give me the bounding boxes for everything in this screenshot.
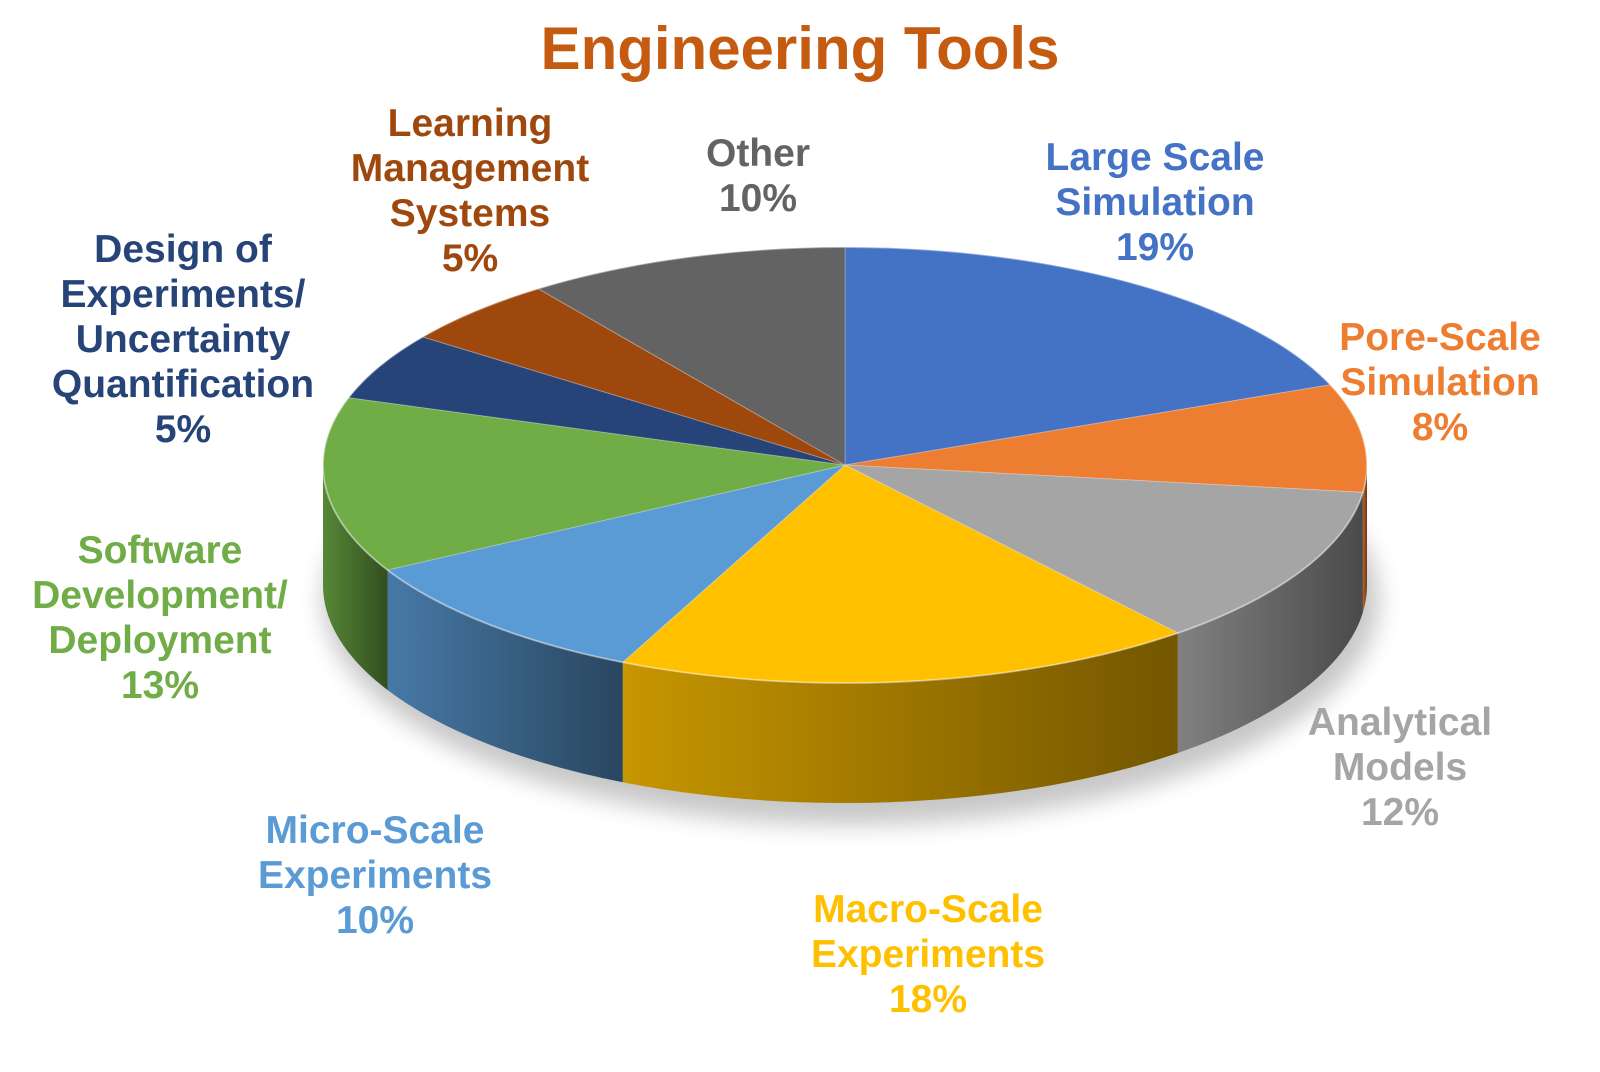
slice-label-software-development-deployment: Software Development/Deployment 13%	[32, 529, 288, 707]
slice-name-line: Uncertainty	[76, 318, 291, 361]
pie-wall-software-development-deployment	[323, 465, 388, 691]
slice-label-micro-scale-experiments: Micro-Scale Experiments 10%	[258, 809, 492, 942]
slice-name-line: Design of	[94, 228, 273, 271]
slice-value-label: 13%	[121, 664, 199, 707]
slice-name-line: Quantification	[52, 363, 314, 406]
pie-slice-micro-scale-experiments	[386, 464, 846, 663]
chart-title: Engineering Tools	[540, 15, 1060, 82]
slice-name-line: Simulation	[1340, 361, 1539, 404]
slice-label-other: Other 10%	[706, 132, 810, 220]
slice-value-label: 5%	[155, 408, 211, 451]
pie-wall-pore-scale-simulation	[1362, 465, 1367, 613]
slice-name-line: Experiments	[811, 933, 1045, 976]
slice-name-line: Experiments/	[61, 273, 306, 316]
slice-name-line: Simulation	[1055, 181, 1254, 224]
slice-label-design-of-experiments-uncertainty-quantification: Design of Experiments/Uncertainty Quantifi…	[52, 228, 314, 451]
slice-label-analytical-models: Analytical Models 12%	[1308, 701, 1492, 834]
slice-name-line: Large Scale	[1046, 136, 1265, 179]
pie-slice-analytical-models	[844, 464, 1364, 634]
pie-slice-pore-scale-simulation	[844, 384, 1368, 493]
slice-value-label: 18%	[889, 978, 967, 1021]
slice-name-line: Development/	[32, 574, 288, 617]
slice-name-line: Systems	[390, 192, 550, 235]
slice-name-line: Other	[706, 132, 810, 175]
pie-slice-macro-scale-experiments	[621, 464, 1180, 684]
slice-name-line: Pore-Scale	[1339, 316, 1541, 359]
slice-label-macro-scale-experiments: Macro-Scale Experiments 18%	[811, 888, 1045, 1021]
slice-name-line: Macro-Scale	[813, 888, 1043, 931]
slice-name-line: Learning	[388, 102, 553, 145]
slice-label-large-scale-simulation: Large Scale Simulation 19%	[1046, 136, 1265, 269]
slice-label-pore-scale-simulation: Pore-Scale Simulation 8%	[1339, 316, 1541, 449]
pie-slice-other	[536, 246, 846, 466]
slice-name-line: Management	[351, 147, 589, 190]
pie-slice-learning-management-systems	[421, 288, 846, 466]
pie-slice-large-scale-simulation	[844, 246, 1332, 466]
pie-slice-design-of-experiments-uncertainty-quantification	[347, 336, 846, 466]
slice-value-label: 5%	[442, 237, 498, 280]
slice-name-line: Micro-Scale	[266, 809, 485, 852]
slice-name-line: Experiments	[258, 854, 492, 897]
pie-rim	[322, 246, 1368, 684]
slice-value-label: 12%	[1361, 791, 1439, 834]
slice-name-line: Deployment	[48, 619, 271, 662]
slice-name-line: Analytical	[1308, 701, 1492, 744]
slice-name-line: Models	[1333, 746, 1467, 789]
slice-value-label: 8%	[1412, 406, 1468, 449]
pie-wall-micro-scale-experiments	[387, 570, 623, 783]
slice-value-label: 10%	[719, 177, 797, 220]
pie-slice-software-development-deployment	[322, 397, 846, 571]
slice-label-learning-management-systems: Learning Management Systems 5%	[351, 102, 589, 280]
slice-value-label: 19%	[1116, 226, 1194, 269]
slice-name-line: Software	[78, 529, 243, 572]
slice-value-label: 10%	[336, 899, 414, 942]
pie-wall-macro-scale-experiments	[622, 632, 1178, 803]
pie-wall-analytical-models	[1177, 492, 1363, 753]
